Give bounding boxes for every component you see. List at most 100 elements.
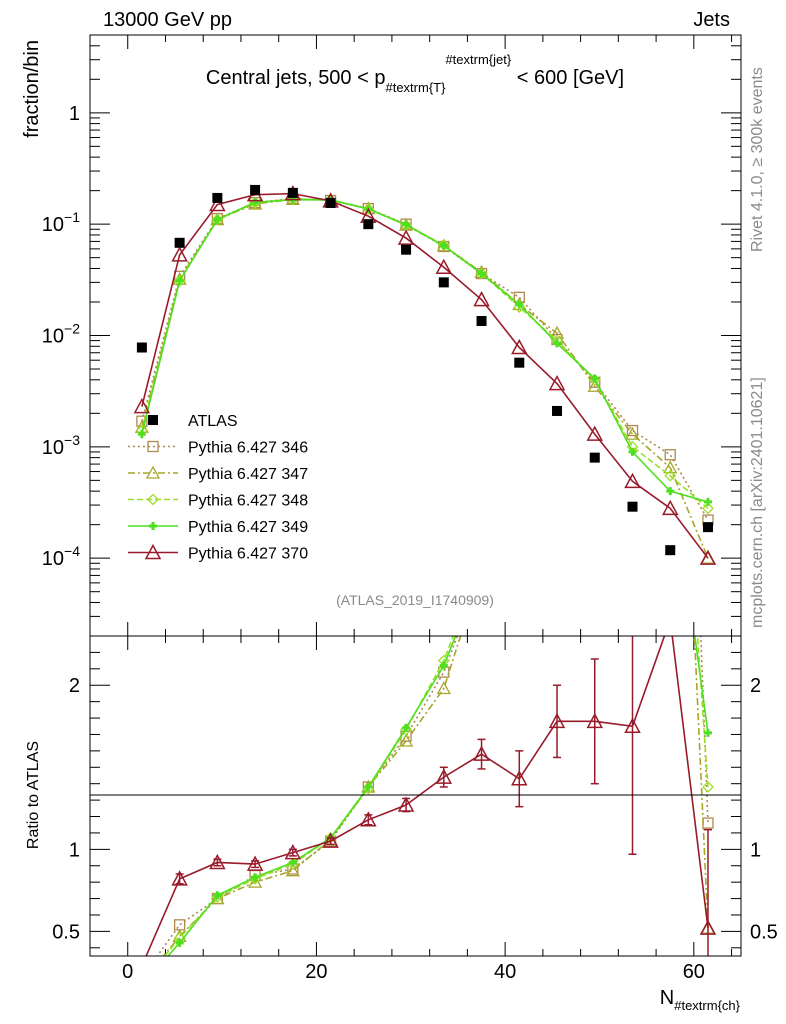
ratio-point-6-427-346 [173, 919, 186, 931]
ratio-point-6-427-346 [628, 221, 638, 231]
ratio-point-6-427-348 [514, 483, 524, 493]
ratio-point-6-427-370 [624, 717, 641, 734]
series-point-6-427-348 [664, 469, 677, 482]
series-point-6-427-370 [661, 499, 679, 516]
ratio-plot-frame [89, 635, 742, 957]
ratio-point-6-427-370 [511, 770, 528, 786]
series-line-6-427-370 [141, 192, 709, 559]
ratio-point-6-427-370 [360, 811, 377, 827]
legend-label: Pythia 6.427 349 [188, 519, 308, 536]
x-tick-label: 20 [305, 961, 327, 983]
ratio-point-6-427-346 [552, 286, 562, 296]
x-tick-label: 0 [122, 961, 133, 983]
legend-marker [148, 415, 158, 425]
ratio-point-6-427-346 [477, 565, 487, 575]
ratio-point-6-427-347 [664, 105, 676, 116]
data-point-atlas [212, 192, 223, 203]
ratio-point-6-427-349 [515, 468, 523, 476]
ratio-point-6-427-349 [138, 982, 146, 990]
ratio-point-6-427-349 [402, 723, 411, 732]
series-point-6-427-348 [173, 274, 186, 287]
series-point-6-427-349 [251, 198, 260, 207]
header-right: Jets [693, 9, 730, 31]
ratio-point-6-427-349 [703, 728, 712, 737]
legend-label: ATLAS [188, 413, 238, 430]
x-tick-label: 40 [494, 961, 516, 983]
ratio-point-6-427-346 [590, 221, 600, 231]
data-point-atlas [363, 219, 374, 230]
ratio-line-6-427-349 [166, 636, 709, 956]
series-point-6-427-347 [663, 460, 678, 474]
data-point-atlas [325, 197, 336, 208]
series-line-6-427-348 [141, 198, 709, 509]
chart-title-sup: #textrm{jet} [445, 52, 511, 67]
series-point-6-427-349 [213, 215, 222, 224]
ratio-point-6-427-349 [175, 938, 184, 947]
ratio-point-6-427-349 [591, 173, 599, 181]
ratio-y-tick-label: 0.5 [52, 921, 80, 943]
series-point-6-427-349 [402, 220, 411, 229]
ratio-point-6-427-348 [665, 237, 675, 247]
ratio-point-6-427-349 [213, 891, 222, 900]
ratio-point-6-427-348 [702, 781, 714, 793]
chart-title-sub: #textrm{T} [385, 80, 446, 95]
ratio-point-6-427-370 [397, 796, 415, 812]
ratio-y-tick-label: 0.5 [750, 921, 778, 943]
ratio-line-6-427-348 [163, 636, 709, 956]
series-point-6-427-347 [549, 325, 565, 339]
ratio-point-6-427-370 [586, 712, 604, 729]
data-point-atlas [589, 452, 600, 463]
series-point-6-427-349 [515, 300, 524, 309]
series-point-6-427-347 [625, 426, 640, 440]
data-point-atlas [552, 405, 563, 416]
side-label-site: mcplots.cern.ch [arXiv:2401.10621] [749, 377, 766, 628]
legend-marker [145, 465, 161, 479]
data-point-atlas [702, 522, 713, 533]
ratio-point-6-427-349 [439, 661, 448, 670]
series-point-6-427-370 [209, 195, 226, 212]
series-point-6-427-370 [435, 258, 453, 275]
ratio-point-6-427-370 [135, 959, 149, 972]
legend-marker [147, 493, 159, 506]
series-point-6-427-349 [590, 374, 599, 383]
series-point-6-427-348 [702, 502, 714, 515]
series-line-6-427-349 [141, 198, 709, 503]
series-point-6-427-370 [624, 472, 641, 489]
chart-title-post: < 600 [GeV] [511, 67, 624, 89]
ratio-point-6-427-347 [627, 269, 639, 280]
ratio-point-6-427-347 [398, 733, 414, 747]
chart-title: Central jets, 500 < p#textrm{T} #textrm{j… [206, 52, 624, 95]
ratio-point-6-427-370 [473, 745, 490, 761]
ratio-point-6-427-347 [513, 466, 525, 477]
y-tick-label: 10−1 [42, 209, 80, 236]
ratio-point-6-427-349 [364, 782, 373, 791]
data-point-atlas [250, 184, 261, 195]
legend-label: Pythia 6.427 347 [188, 466, 308, 483]
ratio-point-6-427-370 [699, 919, 717, 935]
series-point-6-427-370 [133, 397, 151, 414]
series-point-6-427-370 [511, 338, 528, 355]
ratio-point-6-427-370 [284, 844, 302, 860]
ratio-point-6-427-370 [171, 870, 188, 886]
ratio-point-6-427-347 [136, 976, 148, 987]
ratio-point-6-427-347 [436, 681, 451, 695]
series-point-6-427-349 [137, 430, 146, 439]
ratio-point-6-427-349 [288, 858, 297, 867]
ratio-y-axis-label: Ratio to ATLAS [25, 741, 42, 849]
ratio-point-6-427-348 [552, 303, 562, 313]
ratio-point-6-427-348 [590, 188, 600, 198]
legend-label: Pythia 6.427 346 [188, 440, 308, 457]
ratio-point-6-427-347 [551, 187, 563, 198]
data-point-atlas [136, 342, 147, 353]
legend-marker [149, 522, 157, 530]
ratio-point-6-427-349 [251, 873, 260, 882]
ratio-point-6-427-348 [137, 979, 147, 989]
ratio-point-6-427-347 [589, 285, 601, 296]
data-point-atlas [627, 501, 638, 512]
header-left: 13000 GeV pp [103, 9, 232, 31]
series-point-6-427-346 [626, 424, 639, 437]
data-point-atlas [438, 277, 449, 288]
series-point-6-427-370 [548, 374, 566, 391]
series-point-6-427-349 [175, 276, 184, 285]
